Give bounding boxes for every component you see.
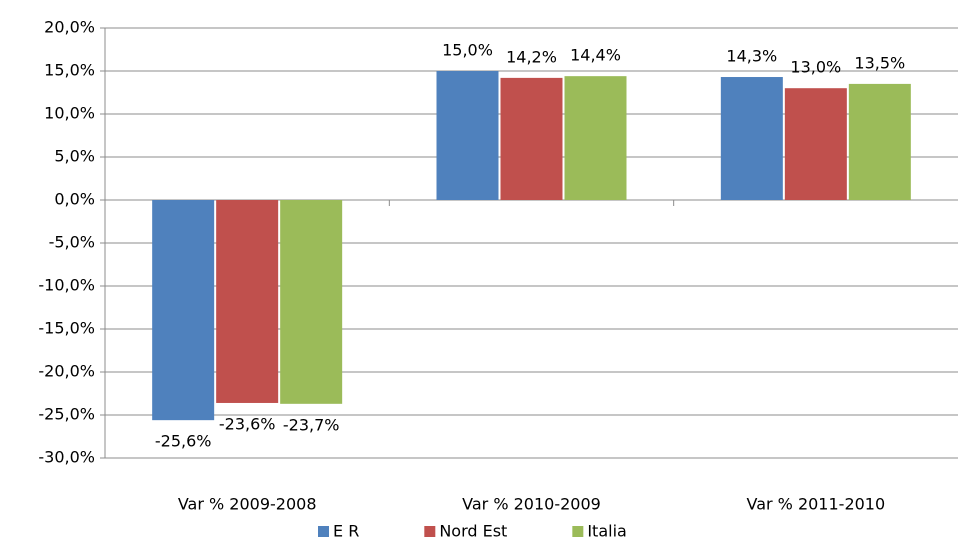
value-label: 14,4%: [570, 46, 621, 65]
value-label: -25,6%: [155, 432, 212, 451]
legend-swatch: [318, 526, 329, 537]
legend-label: E R: [333, 522, 359, 541]
x-tick-label: Var % 2009-2008: [178, 495, 317, 514]
bar: [500, 77, 563, 200]
y-tick-label: 10,0%: [44, 104, 95, 123]
legend-swatch: [424, 526, 436, 537]
legend-label: Italia: [587, 522, 627, 541]
value-label: 14,2%: [506, 47, 557, 66]
bar: [848, 83, 911, 200]
value-label: 15,0%: [442, 41, 493, 60]
x-tick-label: Var % 2010-2009: [462, 495, 601, 514]
y-tick-label: -25,0%: [38, 405, 95, 424]
y-tick-label: -15,0%: [38, 319, 95, 338]
bar: [280, 200, 343, 404]
bar: [216, 200, 279, 403]
y-tick-label: 20,0%: [44, 18, 95, 37]
value-label: 14,3%: [726, 47, 777, 66]
bar: [152, 200, 215, 421]
y-tick-label: -30,0%: [38, 448, 95, 467]
value-label: -23,6%: [219, 414, 276, 433]
value-label: 13,5%: [854, 53, 905, 72]
y-tick-label: 0,0%: [54, 190, 95, 209]
y-tick-label: -5,0%: [49, 233, 95, 252]
y-tick-label: 15,0%: [44, 61, 95, 80]
value-label: -23,7%: [283, 415, 340, 434]
legend-label: Nord Est: [439, 522, 507, 541]
y-tick-label: 5,0%: [54, 147, 95, 166]
y-tick-label: -20,0%: [38, 362, 95, 381]
bar: [720, 77, 783, 200]
bar: [784, 88, 847, 200]
y-tick-label: -10,0%: [38, 276, 95, 295]
x-tick-label: Var % 2011-2010: [746, 495, 885, 514]
bar: [564, 76, 627, 200]
legend-swatch: [572, 526, 584, 537]
value-label: 13,0%: [790, 58, 841, 77]
bar: [436, 71, 499, 200]
